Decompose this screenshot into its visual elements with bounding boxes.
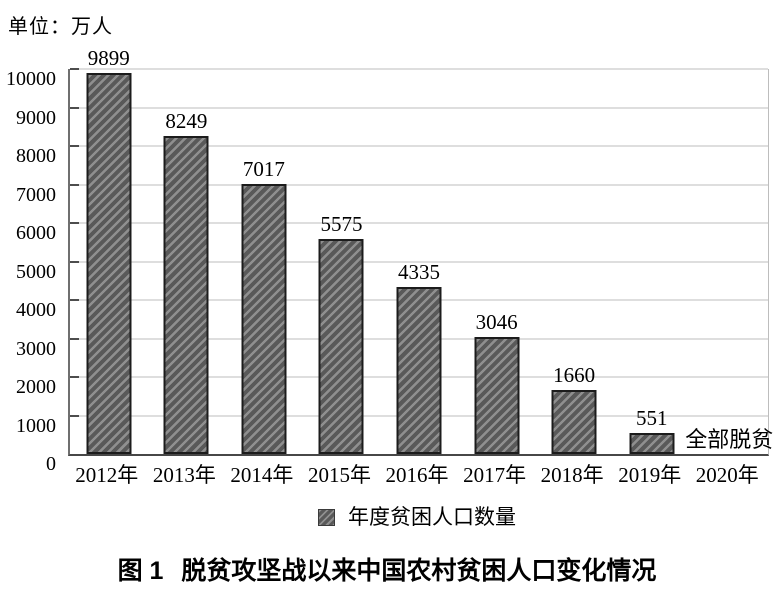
y-axis-tick-label: 1000 (16, 414, 56, 437)
y-axis-tick-label: 0 (46, 453, 56, 475)
gridline (70, 222, 768, 224)
x-axis-tick-label: 2016年 (385, 463, 449, 487)
y-axis-tick (70, 106, 79, 109)
bar (86, 72, 132, 454)
legend-hatched-square-icon (318, 508, 335, 526)
y-axis-tick-label: 3000 (16, 337, 56, 360)
y-axis-tick (70, 299, 79, 301)
bar-slot: 7017 (225, 69, 303, 454)
unit-label: 单位：万人 (8, 16, 113, 38)
y-axis-tick-label: 9000 (16, 106, 56, 129)
bar (241, 183, 287, 454)
bar-value-label: 4335 (398, 260, 441, 285)
x-axis-tick-label: 2015年 (307, 463, 371, 487)
gridline (70, 107, 768, 108)
bar (396, 287, 442, 454)
gridline (70, 261, 768, 262)
y-axis-tick-label: 6000 (16, 222, 56, 244)
bars-row: 9899 8249 7017 5575 4335 3046 1660 551 全部脱贫 (70, 47, 773, 454)
x-axis-tick-label: 2017年 (463, 463, 527, 487)
figure-caption-number: 图 1 (117, 557, 164, 585)
x-axis-tick-label: 2020年 (695, 463, 759, 487)
bar-value-label: 1660 (553, 363, 596, 388)
y-axis-tick (70, 145, 79, 147)
y-axis-tick (70, 222, 79, 224)
y-axis-tick-label: 7000 (16, 183, 56, 206)
bar-value-label: 3046 (475, 309, 518, 334)
y-axis-tick (70, 337, 79, 340)
bar-slot: 全部脱贫 (685, 69, 773, 454)
bar-value-label: 8249 (165, 109, 208, 134)
y-axis-tick-label: 10000 (6, 68, 56, 90)
x-axis-tick-label: 2012年 (75, 463, 139, 487)
y-axis-tick-label: 4000 (16, 299, 56, 321)
bar (551, 390, 597, 454)
gridline (70, 184, 768, 185)
plot-area: 9899 8249 7017 5575 4335 3046 1660 551 全部脱贫 0 100… (6, 47, 773, 474)
y-axis-tick (70, 376, 79, 378)
bar-value-label: 7017 (242, 156, 285, 181)
bar (629, 432, 675, 454)
bar-slot: 8249 (148, 69, 226, 454)
figure-caption-text: 脱贫攻坚战以来中国农村贫困人口变化情况 (181, 557, 657, 585)
bar-slot: 4335 (380, 69, 458, 454)
x-axis-tick-label: 2014年 (230, 463, 294, 487)
x-axis-tick-label: 2019年 (618, 463, 682, 487)
bar-slot: 3046 (458, 69, 536, 454)
bar-slot: 1660 (535, 69, 613, 454)
bar-value-label: 5575 (320, 212, 363, 237)
gridline (70, 68, 768, 70)
figure-caption: 图 1 脱贫攻坚战以来中国农村贫困人口变化情况 (0, 556, 774, 586)
y-axis-tick (70, 414, 79, 417)
gridline (70, 145, 768, 147)
bar (163, 136, 209, 454)
y-axis-tick (70, 260, 79, 263)
annotation-text: 全部脱贫 (685, 427, 774, 452)
bar (318, 239, 364, 454)
bar-slot: 551 (613, 69, 691, 454)
bar-slot: 5575 (303, 69, 381, 454)
legend-label: 年度贫困人口数量 (348, 505, 516, 529)
x-axis-tick-label: 2013年 (152, 463, 216, 487)
bar-value-label: 9899 (87, 45, 130, 70)
y-axis-tick-label: 5000 (16, 260, 56, 283)
y-axis-tick-label: 2000 (16, 376, 56, 398)
bar (474, 336, 520, 454)
y-axis-tick (70, 68, 79, 70)
legend: 年度贫困人口数量 (68, 505, 766, 529)
x-axis-labels: 2012年 2013年 2014年 2015年 2016年 2017年 2018年 2019年… (68, 462, 766, 488)
bar-value-label: 551 (635, 405, 668, 430)
y-axis-tick (70, 183, 79, 186)
x-axis-tick-label: 2018年 (540, 463, 604, 487)
y-axis-tick-label: 8000 (16, 145, 56, 167)
bar-slot: 9899 (70, 47, 148, 454)
